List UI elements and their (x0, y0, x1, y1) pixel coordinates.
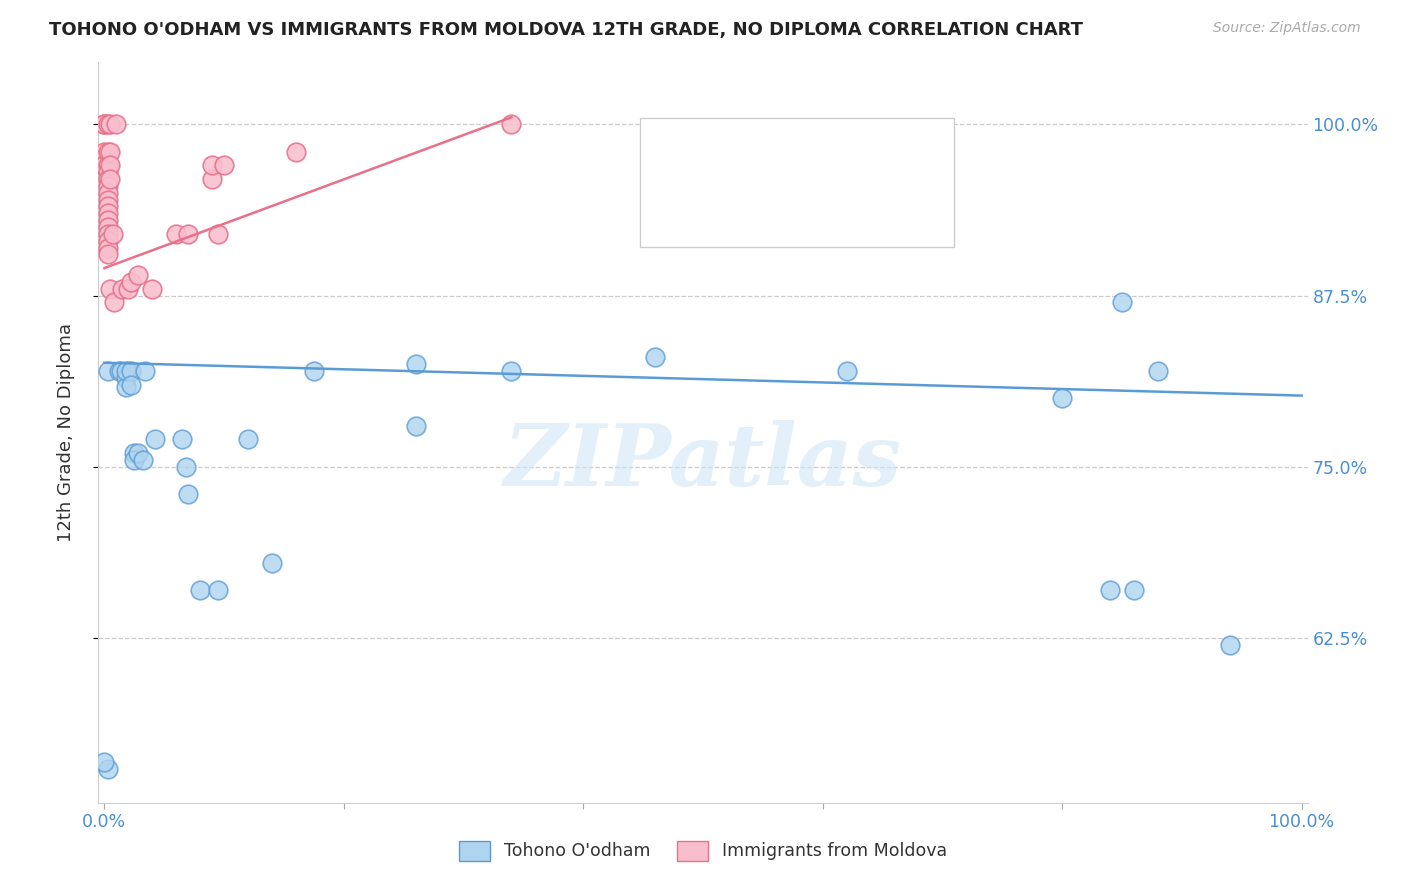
Point (105, 117, 128, 131)
Point (97, 193, 120, 207)
Point (97, 234, 120, 248)
Point (165, 227, 187, 241)
Point (405, 418, 427, 433)
Point (115, 371, 138, 385)
Text: 0.324: 0.324 (733, 213, 790, 231)
Point (177, 487, 200, 501)
Point (141, 282, 163, 296)
Point (115, 364, 138, 378)
Point (1219, 638, 1241, 652)
Point (207, 583, 229, 598)
Point (207, 227, 229, 241)
Point (100, 282, 122, 296)
Point (97, 158, 120, 172)
Point (201, 172, 224, 186)
Point (501, 117, 523, 131)
Point (97, 145, 120, 159)
Point (100, 145, 122, 159)
Point (97, 213, 120, 227)
Point (177, 227, 200, 241)
Text: Source: ZipAtlas.com: Source: ZipAtlas.com (1213, 21, 1361, 35)
Point (120, 377, 142, 392)
Point (835, 364, 858, 378)
Point (97, 247, 120, 261)
Point (201, 158, 224, 172)
Point (212, 158, 235, 172)
Point (93, 152, 115, 166)
Point (97, 186, 120, 200)
Point (1099, 583, 1122, 598)
Text: N =: N = (779, 159, 818, 177)
Point (107, 364, 129, 378)
Point (124, 453, 146, 467)
Point (93, 145, 115, 159)
Point (93, 755, 115, 769)
Point (93, 158, 115, 172)
Text: R =: R = (706, 213, 744, 231)
Point (143, 433, 166, 447)
Point (127, 446, 149, 460)
Point (97, 117, 120, 131)
Point (97, 240, 120, 255)
Text: N =: N = (779, 213, 818, 231)
Point (117, 364, 139, 378)
Text: TOHONO O'ODHAM VS IMMIGRANTS FROM MOLDOVA 12TH GRADE, NO DIPLOMA CORRELATION CHA: TOHONO O'ODHAM VS IMMIGRANTS FROM MOLDOV… (49, 21, 1083, 38)
Point (1147, 364, 1170, 378)
Legend: Tohono O'odham, Immigrants from Moldova: Tohono O'odham, Immigrants from Moldova (458, 840, 948, 861)
Point (110, 364, 132, 378)
Point (97, 227, 120, 241)
Point (120, 275, 142, 289)
Point (93, 117, 115, 131)
Point (134, 364, 156, 378)
Point (100, 117, 122, 131)
Point (97, 219, 120, 234)
Point (127, 268, 149, 282)
Point (260, 556, 283, 570)
Point (284, 145, 307, 159)
Point (120, 364, 142, 378)
Point (97, 762, 120, 776)
Point (302, 364, 325, 378)
Point (236, 433, 259, 447)
Point (101, 227, 124, 241)
Text: -0.115: -0.115 (733, 159, 797, 177)
Y-axis label: 12th Grade, No Diploma: 12th Grade, No Diploma (56, 323, 75, 542)
Point (100, 172, 122, 186)
Point (117, 282, 139, 296)
Point (115, 380, 138, 394)
Point (501, 364, 523, 378)
Point (405, 357, 427, 371)
Point (111, 282, 134, 296)
Point (1050, 392, 1073, 406)
Point (97, 206, 120, 220)
Point (174, 459, 197, 474)
Text: 43: 43 (813, 213, 837, 231)
Text: ZIPatlas: ZIPatlas (503, 420, 903, 504)
Point (97, 165, 120, 179)
Point (124, 446, 146, 460)
Point (97, 199, 120, 213)
Point (1111, 295, 1133, 310)
Point (787, 227, 810, 241)
Point (100, 158, 122, 172)
Point (172, 433, 194, 447)
Point (97, 178, 120, 193)
Point (644, 350, 666, 364)
Point (1123, 583, 1146, 598)
Text: 31: 31 (813, 159, 837, 177)
Point (132, 453, 155, 467)
Point (188, 583, 211, 598)
Text: R =: R = (706, 159, 744, 177)
Point (97, 364, 120, 378)
Point (97, 172, 120, 186)
Point (93, 117, 115, 131)
Point (103, 295, 125, 310)
